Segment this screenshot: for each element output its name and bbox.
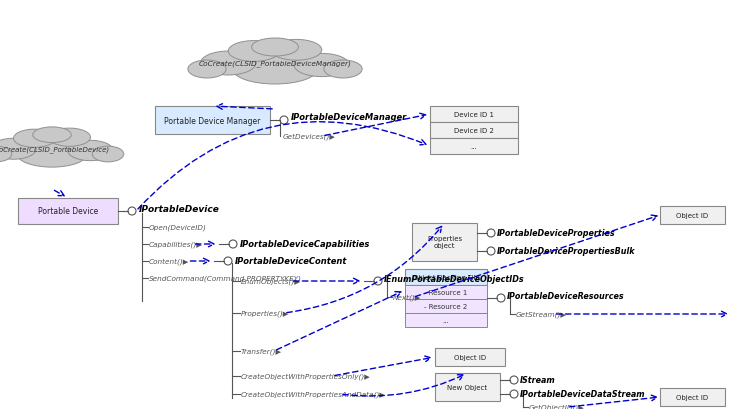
Ellipse shape [251, 39, 298, 57]
Ellipse shape [13, 130, 56, 148]
FancyBboxPatch shape [430, 107, 518, 123]
Text: Content()▶: Content()▶ [149, 258, 190, 265]
Text: Transfer()▶: Transfer()▶ [241, 348, 282, 354]
Text: New Object: New Object [448, 384, 487, 390]
Text: - Resource 2: - Resource 2 [424, 303, 467, 309]
FancyBboxPatch shape [18, 198, 118, 225]
Text: IPortableDeviceResources: IPortableDeviceResources [507, 292, 625, 301]
Text: Portable Device: Portable Device [38, 207, 98, 216]
Text: IPortableDeviceDataStream: IPortableDeviceDataStream [520, 389, 645, 398]
Ellipse shape [294, 54, 349, 77]
Text: IEnumPortableDeviceObjectIDs: IEnumPortableDeviceObjectIDs [384, 275, 525, 284]
Text: Capabilities()▶: Capabilities()▶ [149, 241, 203, 248]
Text: CreateObjectWithPropertiesOnly()▶: CreateObjectWithPropertiesOnly()▶ [241, 373, 371, 380]
Text: Object ID: Object ID [454, 354, 486, 360]
Text: IPortableDeviceCapabilities: IPortableDeviceCapabilities [240, 240, 370, 249]
FancyBboxPatch shape [412, 223, 477, 261]
FancyBboxPatch shape [405, 299, 487, 313]
FancyBboxPatch shape [430, 123, 518, 139]
Text: SendCommand(Command,PROPERTYKEY): SendCommand(Command,PROPERTYKEY) [149, 275, 302, 281]
Ellipse shape [17, 142, 87, 168]
FancyBboxPatch shape [430, 139, 518, 155]
Text: Device ID 2: Device ID 2 [454, 128, 494, 134]
Ellipse shape [324, 61, 362, 79]
FancyBboxPatch shape [660, 207, 725, 225]
Text: Object ID: Object ID [676, 394, 709, 400]
Text: Next()▶: Next()▶ [393, 294, 421, 301]
Text: Properties
object: Properties object [427, 236, 462, 249]
Text: Portable Device Manager: Portable Device Manager [165, 116, 261, 125]
FancyBboxPatch shape [405, 285, 487, 299]
Text: IPortableDeviceManager: IPortableDeviceManager [291, 113, 407, 122]
Text: IPortableDevice: IPortableDevice [139, 205, 220, 214]
Text: ...: ... [442, 317, 449, 323]
Ellipse shape [232, 55, 318, 85]
Ellipse shape [229, 41, 279, 62]
Text: GetObjectID()▶: GetObjectID()▶ [529, 404, 585, 409]
Text: Object Backing File: Object Backing File [412, 274, 479, 280]
FancyBboxPatch shape [435, 373, 500, 401]
Text: GetDevices()▶: GetDevices()▶ [283, 133, 336, 140]
Ellipse shape [68, 141, 113, 161]
Text: IPortableDeviceProperties: IPortableDeviceProperties [497, 229, 616, 238]
Text: IStream: IStream [520, 375, 556, 384]
Text: CoCreate(CLSID_PortableDevice): CoCreate(CLSID_PortableDevice) [0, 146, 110, 153]
Text: Object ID: Object ID [676, 213, 709, 218]
Ellipse shape [0, 147, 12, 162]
Ellipse shape [93, 147, 123, 162]
Text: GetStream()▶: GetStream()▶ [516, 311, 567, 317]
Text: IPortableDeviceContent: IPortableDeviceContent [235, 257, 348, 266]
Ellipse shape [201, 52, 256, 76]
Ellipse shape [0, 139, 36, 160]
FancyBboxPatch shape [660, 388, 725, 406]
FancyBboxPatch shape [435, 348, 505, 366]
Ellipse shape [270, 40, 322, 61]
Ellipse shape [188, 61, 226, 79]
FancyBboxPatch shape [405, 270, 487, 285]
Text: Device ID 1: Device ID 1 [454, 112, 494, 118]
Ellipse shape [33, 128, 71, 143]
Text: Open(DeviceID): Open(DeviceID) [149, 224, 207, 231]
FancyBboxPatch shape [405, 313, 487, 327]
Text: Properties()▶: Properties()▶ [241, 310, 290, 317]
Text: ...: ... [470, 144, 477, 150]
Text: IPortableDevicePropertiesBulk: IPortableDevicePropertiesBulk [497, 247, 636, 256]
Text: - Resource 1: - Resource 1 [424, 289, 467, 295]
Text: CoCreate(CLSID_PortableDeviceManager): CoCreate(CLSID_PortableDeviceManager) [198, 61, 351, 67]
Text: CreateObjectWithPropertiesAndData()▶: CreateObjectWithPropertiesAndData()▶ [241, 391, 386, 397]
Text: EnumObjects()▶: EnumObjects()▶ [241, 278, 301, 285]
FancyBboxPatch shape [155, 107, 270, 135]
Ellipse shape [49, 129, 90, 147]
